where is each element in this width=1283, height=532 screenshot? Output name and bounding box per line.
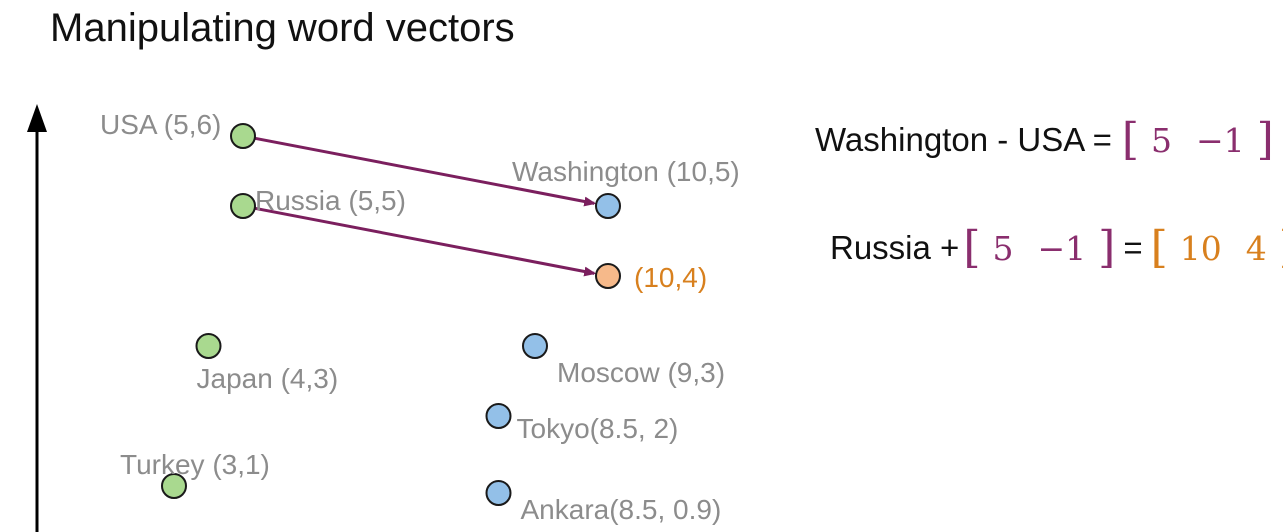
equation-2-left: Russia + [830, 229, 960, 266]
vector-arrow-1 [242, 134, 597, 207]
label-turkey: Turkey (3,1) [120, 449, 270, 480]
vector-component-2: −1 [1037, 228, 1087, 268]
label-moscow: Moscow (9,3) [557, 357, 725, 388]
point-tokyo [485, 403, 512, 429]
point-resultresult [595, 263, 621, 289]
label-result: (10,4) [634, 262, 707, 293]
point-washington [595, 193, 621, 219]
equals-sign: = [1123, 229, 1143, 266]
equation-1-left: Washington - USA = [815, 121, 1112, 158]
result-component-1: 10 [1179, 228, 1222, 268]
label-ankara: Ankara(8.5, 0.9) [521, 494, 722, 525]
label-washington: Washington (10,5) [512, 156, 740, 187]
vector-component-1: 5 [1151, 120, 1173, 160]
y-axis-arrowhead [27, 104, 47, 132]
equation-washington-minus-usa: Washington - USA = [ 5 −1 ] [815, 118, 1274, 162]
point-moscow [522, 333, 548, 359]
equation-russia-plus-vector: Russia + [ 5 −1 ] = [ 10 4 ] [830, 226, 1283, 270]
vector-arrow-2 [242, 204, 597, 277]
point-turkey [161, 473, 187, 499]
label-usa: USA (5,6) [100, 109, 221, 140]
point-russia [230, 193, 256, 219]
label-russia: Russia (5,5) [255, 185, 406, 216]
difference-vector: [ 5 −1 ] [1121, 114, 1274, 165]
result-vector: [ 10 4 ] [1150, 222, 1283, 273]
point-ankara [485, 480, 512, 506]
added-vector: [ 5 −1 ] [963, 222, 1116, 273]
vector-component-1: 5 [992, 228, 1014, 268]
point-japan [195, 333, 222, 359]
point-usa [230, 123, 256, 149]
vector-component-2: −1 [1196, 120, 1245, 160]
label-tokyo: Tokyo(8.5, 2) [517, 413, 679, 444]
result-component-2: 4 [1245, 228, 1267, 268]
page-title: Manipulating word vectors [50, 6, 515, 50]
label-japan: Japan (4,3) [197, 363, 339, 394]
